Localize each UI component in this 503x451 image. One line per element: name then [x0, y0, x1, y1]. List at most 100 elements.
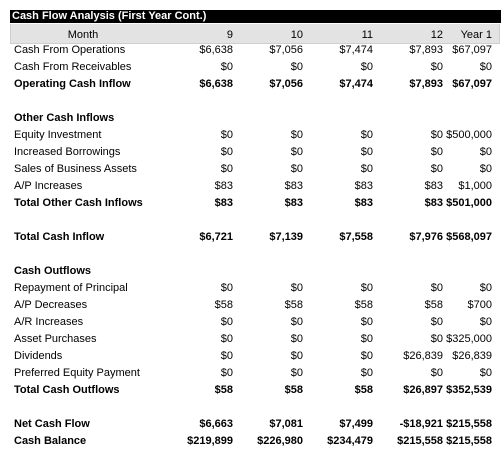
row-value: $0 — [220, 316, 233, 328]
header-label: Month — [67, 29, 99, 41]
row-value: $6,663 — [199, 418, 233, 430]
row-value: $0 — [479, 61, 492, 73]
row-value: $7,893 — [409, 78, 443, 90]
table-row: Total Cash Inflow $6,721 $7,139 $7,558 $… — [14, 229, 494, 246]
sheet-title: Cash Flow Analysis (First Year Cont.) — [10, 10, 501, 23]
row-value: $0 — [430, 367, 443, 379]
row-value: $0 — [360, 350, 373, 362]
row-value: $0 — [220, 333, 233, 345]
row-value: $0 — [360, 367, 373, 379]
row-label: Dividends — [14, 350, 63, 362]
row-value: $7,558 — [339, 231, 373, 243]
row-value: $0 — [220, 367, 233, 379]
row-value: $700 — [467, 299, 492, 311]
row-label: Other Cash Inflows — [14, 112, 115, 124]
row-value: $0 — [360, 163, 373, 175]
row-value: $226,980 — [257, 435, 303, 447]
row-value: $58 — [354, 299, 373, 311]
row-value: -$18,921 — [399, 418, 443, 430]
row-label: A/P Decreases — [14, 299, 88, 311]
row-value: $7,056 — [269, 78, 303, 90]
row-label: A/R Increases — [14, 316, 84, 328]
row-value: $6,721 — [199, 231, 233, 243]
row-value: $26,897 — [403, 384, 443, 396]
row-value: $0 — [290, 129, 303, 141]
row-value: $67,097 — [452, 44, 492, 56]
row-label: Repayment of Principal — [14, 282, 128, 294]
row-value: $0 — [479, 316, 492, 328]
row-value: $0 — [290, 146, 303, 158]
row-value: $58 — [214, 384, 233, 396]
row-value: $219,899 — [187, 435, 233, 447]
row-value: $0 — [430, 61, 443, 73]
row-value: $501,000 — [446, 197, 492, 209]
row-label: Total Other Cash Inflows — [14, 197, 143, 209]
row-value: $0 — [220, 350, 233, 362]
row-value: $0 — [360, 333, 373, 345]
row-value: $0 — [430, 163, 443, 175]
row-value: $7,474 — [339, 78, 373, 90]
row-value: $0 — [430, 333, 443, 345]
row-value: $1,000 — [458, 180, 492, 192]
header-background — [10, 24, 500, 44]
row-value: $58 — [214, 299, 233, 311]
row-value: $83 — [424, 180, 443, 192]
table-row: Asset Purchases $0 $0 $0 $0 $325,000 — [14, 331, 494, 348]
table-row: Total Cash Outflows $58 $58 $58 $26,897 … — [14, 382, 494, 399]
row-value: $7,474 — [339, 44, 373, 56]
table-row: Preferred Equity Payment $0 $0 $0 $0 $0 — [14, 365, 494, 382]
table-row: A/R Increases $0 $0 $0 $0 $0 — [14, 314, 494, 331]
row-value: $0 — [360, 282, 373, 294]
section-heading: Cash Outflows — [14, 263, 494, 280]
row-value: $7,081 — [269, 418, 303, 430]
row-value: $0 — [220, 61, 233, 73]
row-label: Cash From Operations — [14, 44, 126, 56]
row-value: $26,839 — [403, 350, 443, 362]
row-value: $0 — [360, 316, 373, 328]
table-row: Operating Cash Inflow $6,638 $7,056 $7,4… — [14, 76, 494, 93]
row-value: $234,479 — [327, 435, 373, 447]
row-value: $58 — [284, 384, 303, 396]
row-label: Cash Balance — [14, 435, 87, 447]
row-label: Total Cash Outflows — [14, 384, 120, 396]
row-value: $0 — [430, 129, 443, 141]
row-value: $67,097 — [452, 78, 492, 90]
row-value: $0 — [360, 129, 373, 141]
table-row: Cash From Operations $6,638 $7,056 $7,47… — [14, 42, 494, 59]
header-col: 12 — [430, 29, 443, 41]
table-row: Dividends $0 $0 $0 $26,839 $26,839 — [14, 348, 494, 365]
row-label: A/P Increases — [14, 180, 83, 192]
row-value: $0 — [290, 163, 303, 175]
row-value: $0 — [290, 316, 303, 328]
row-value: $0 — [290, 367, 303, 379]
table-row: Cash Balance $219,899 $226,980 $234,479 … — [14, 433, 494, 450]
row-value: $7,499 — [339, 418, 373, 430]
table-row: A/P Decreases $58 $58 $58 $58 $700 — [14, 297, 494, 314]
table-row: A/P Increases $83 $83 $83 $83 $1,000 — [14, 178, 494, 195]
row-label: Preferred Equity Payment — [14, 367, 140, 379]
row-value: $0 — [220, 282, 233, 294]
row-value: $215,558 — [446, 418, 492, 430]
table-row: Sales of Business Assets $0 $0 $0 $0 $0 — [14, 161, 494, 178]
table-row: Equity Investment $0 $0 $0 $0 $500,000 — [14, 127, 494, 144]
header-row: Month 9 10 11 12 Year 1 — [14, 27, 494, 44]
row-value: $7,976 — [409, 231, 443, 243]
row-value: $83 — [284, 197, 303, 209]
row-value: $325,000 — [446, 333, 492, 345]
row-value: $58 — [354, 384, 373, 396]
row-value: $352,539 — [446, 384, 492, 396]
row-value: $0 — [290, 282, 303, 294]
row-value: $0 — [479, 146, 492, 158]
row-value: $0 — [430, 316, 443, 328]
header-col: 9 — [226, 29, 233, 41]
row-value: $6,638 — [199, 44, 233, 56]
row-value: $0 — [290, 350, 303, 362]
row-value: $0 — [220, 163, 233, 175]
row-label: Equity Investment — [14, 129, 102, 141]
row-value: $83 — [354, 180, 373, 192]
row-value: $0 — [360, 146, 373, 158]
row-value: $0 — [220, 146, 233, 158]
table-row: Total Other Cash Inflows $83 $83 $83 $83… — [14, 195, 494, 212]
row-label: Net Cash Flow — [14, 418, 90, 430]
